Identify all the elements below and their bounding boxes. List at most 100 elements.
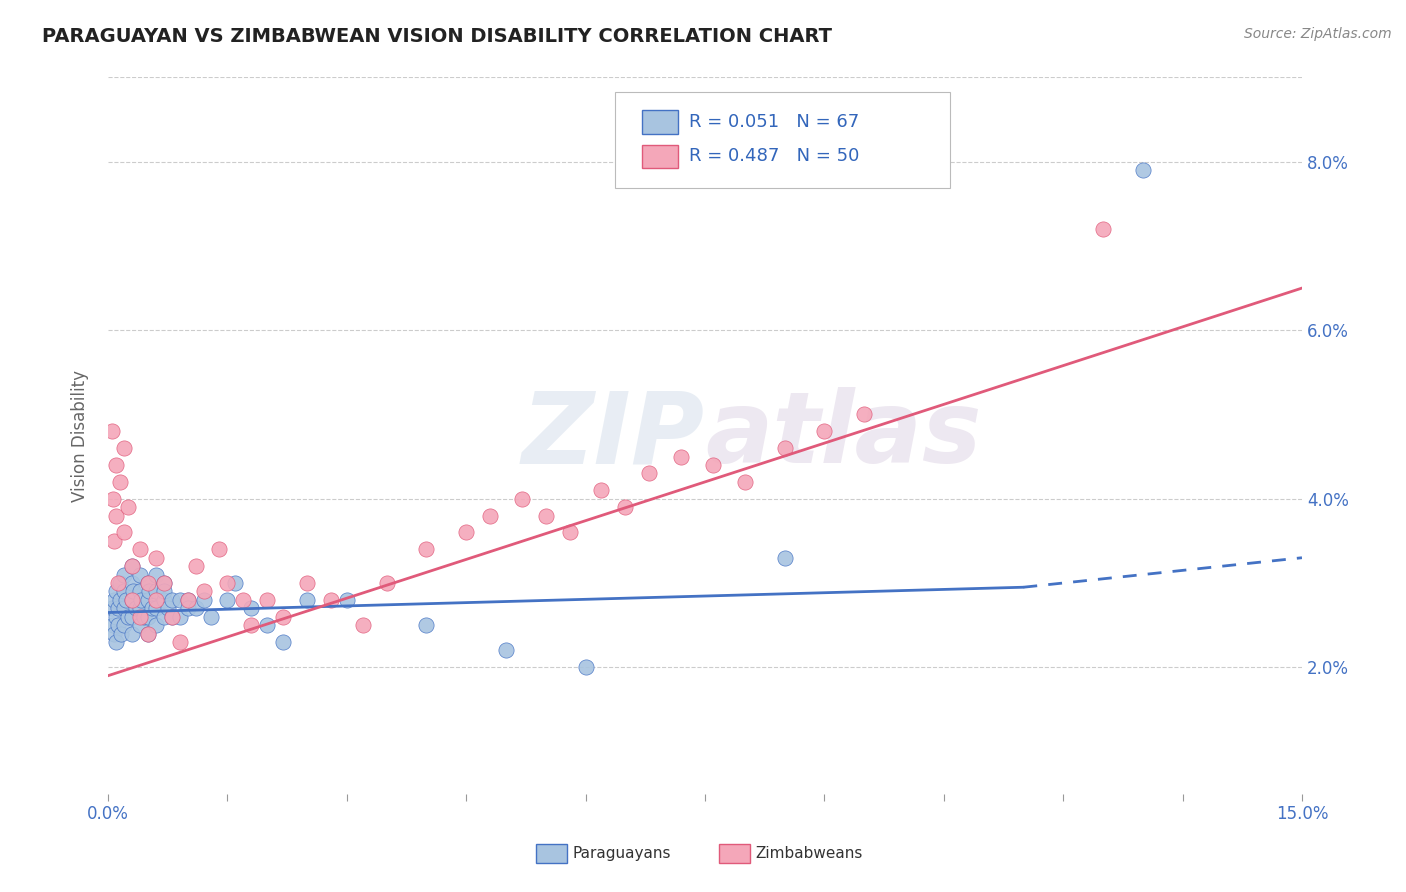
Point [108, 475, 131, 489]
Point [136, 592, 159, 607]
Point [614, 500, 637, 515]
Point [136, 576, 159, 591]
Point [104, 609, 127, 624]
Point [107, 601, 129, 615]
Point [184, 559, 207, 574]
Point [138, 584, 160, 599]
Point [121, 592, 143, 607]
Point [112, 618, 135, 632]
Point [734, 475, 756, 489]
Point [224, 576, 246, 591]
Point [145, 601, 167, 615]
Point [128, 601, 150, 615]
Point [121, 576, 143, 591]
Point [200, 609, 222, 624]
Point [160, 609, 183, 624]
Point [132, 609, 155, 624]
Point [136, 609, 159, 624]
Point [853, 408, 876, 422]
Point [125, 601, 148, 615]
Point [108, 592, 131, 607]
Point [574, 660, 596, 674]
Point [352, 618, 374, 632]
Point [169, 635, 191, 649]
FancyBboxPatch shape [641, 111, 678, 134]
Point [240, 601, 263, 615]
Point [112, 584, 135, 599]
Text: R = 0.051   N = 67: R = 0.051 N = 67 [689, 113, 859, 131]
Point [217, 576, 239, 591]
Point [295, 592, 318, 607]
Point [1132, 163, 1154, 178]
Point [101, 425, 124, 439]
Point [128, 542, 150, 557]
Point [112, 525, 135, 540]
Point [152, 576, 174, 591]
Point [101, 618, 124, 632]
Point [176, 592, 198, 607]
Point [160, 592, 183, 607]
Point [114, 592, 136, 607]
Point [103, 626, 125, 640]
Point [145, 567, 167, 582]
Point [336, 592, 359, 607]
Point [121, 626, 143, 640]
Point [415, 618, 437, 632]
Point [128, 618, 150, 632]
FancyBboxPatch shape [616, 92, 949, 188]
Point [208, 542, 231, 557]
Text: atlas: atlas [704, 387, 981, 484]
Point [136, 626, 159, 640]
Point [193, 584, 215, 599]
Point [256, 618, 278, 632]
Point [558, 525, 581, 540]
Point [110, 626, 132, 640]
Point [131, 592, 153, 607]
Point [107, 618, 129, 632]
Point [117, 500, 139, 515]
Point [184, 601, 207, 615]
Point [702, 458, 724, 472]
Point [128, 609, 150, 624]
Point [104, 508, 127, 523]
Point [107, 576, 129, 591]
Point [193, 592, 215, 607]
Point [773, 441, 796, 455]
Text: Zimbabweans: Zimbabweans [755, 846, 863, 861]
Point [813, 425, 835, 439]
Point [145, 550, 167, 565]
Point [103, 592, 125, 607]
Point [169, 609, 191, 624]
Point [415, 542, 437, 557]
Point [176, 592, 198, 607]
Point [101, 491, 124, 506]
Point [122, 584, 145, 599]
Text: R = 0.487   N = 50: R = 0.487 N = 50 [689, 147, 860, 165]
Point [128, 584, 150, 599]
Point [121, 609, 143, 624]
Point [141, 601, 163, 615]
Point [136, 626, 159, 640]
Point [176, 601, 198, 615]
Point [103, 533, 125, 548]
Point [121, 559, 143, 574]
Text: PARAGUAYAN VS ZIMBABWEAN VISION DISABILITY CORRELATION CHART: PARAGUAYAN VS ZIMBABWEAN VISION DISABILI… [42, 27, 832, 45]
Point [240, 618, 263, 632]
Point [169, 592, 191, 607]
Point [104, 635, 127, 649]
Point [121, 592, 143, 607]
Point [773, 550, 796, 565]
Point [271, 609, 294, 624]
Text: ZIP: ZIP [522, 387, 704, 484]
Text: Paraguayans: Paraguayans [572, 846, 671, 861]
Point [160, 609, 183, 624]
Point [591, 483, 613, 498]
Point [108, 576, 131, 591]
Point [456, 525, 478, 540]
Point [375, 576, 398, 591]
Y-axis label: Vision Disability: Vision Disability [72, 369, 89, 501]
Point [152, 584, 174, 599]
Point [128, 567, 150, 582]
Point [669, 450, 692, 464]
Point [145, 618, 167, 632]
